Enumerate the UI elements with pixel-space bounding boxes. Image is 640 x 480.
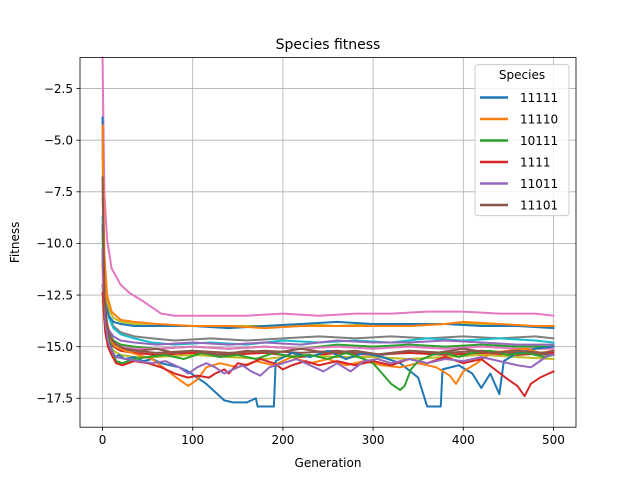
series-line-unlabeled-9	[101, 215, 555, 346]
legend-items: 11111 11110 10111 1111 11011 11101	[480, 91, 558, 212]
x-tick-label: 100	[181, 433, 204, 447]
series-line-unlabeled-15	[101, 283, 555, 356]
y-tick-label: −5.0	[44, 133, 73, 147]
x-axis-label: Generation	[295, 456, 362, 470]
series-line-11101	[101, 176, 555, 356]
legend-label: 11110	[520, 112, 558, 126]
y-tick-label: −17.5	[36, 392, 73, 406]
plot-area-frame	[79, 57, 577, 428]
legend: Species 11111 11110 10111 1111 11011 11101	[474, 64, 570, 217]
series-line-unlabeled-11	[101, 149, 555, 330]
x-tick-label: 0	[99, 433, 107, 447]
legend-label: 10111	[520, 134, 558, 148]
series-line-11111	[101, 116, 555, 408]
legend-label: 11101	[520, 198, 558, 212]
chart-title: Species fitness	[276, 37, 381, 53]
y-tick-label: −15.0	[36, 340, 73, 354]
y-tick-label: −7.5	[44, 185, 73, 199]
legend-label: 11011	[520, 177, 558, 191]
y-axis-label: Fitness	[8, 222, 22, 264]
legend-label: 1111	[520, 155, 551, 169]
series-line-unlabeled-6	[101, 56, 555, 317]
x-tick-label: 300	[362, 433, 385, 447]
y-tick-label: −10.0	[36, 237, 73, 251]
y-tick-label: −2.5	[44, 82, 73, 96]
axis-ticks: 0 100 200 300 400 500 −17.5 −15.0 −12.5 −10.0 −7.5…	[36, 82, 565, 447]
series-line-unlabeled-14	[101, 258, 555, 346]
y-tick-label: −12.5	[36, 288, 73, 302]
x-tick-label: 400	[452, 433, 475, 447]
series-lines	[101, 56, 555, 408]
series-line-11011	[101, 248, 555, 377]
legend-title: Species	[499, 68, 545, 82]
x-tick-label: 500	[542, 433, 565, 447]
x-tick-label: 200	[271, 433, 294, 447]
legend-box	[474, 64, 570, 217]
legend-label: 11111	[520, 91, 558, 105]
